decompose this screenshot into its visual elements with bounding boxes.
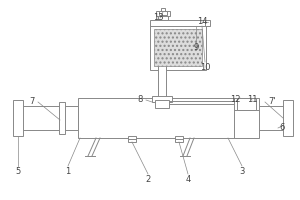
Text: 6: 6 xyxy=(279,123,285,132)
Bar xyxy=(150,20,206,26)
Bar xyxy=(283,100,293,136)
Bar xyxy=(59,102,65,134)
Bar xyxy=(161,8,165,12)
Text: 14: 14 xyxy=(197,18,207,26)
Text: 12: 12 xyxy=(230,96,240,104)
Text: 10: 10 xyxy=(200,64,210,72)
Bar xyxy=(150,24,206,70)
Text: 7: 7 xyxy=(29,98,35,106)
Bar xyxy=(205,20,210,26)
Text: 1: 1 xyxy=(65,168,70,176)
Bar xyxy=(128,136,136,142)
Text: 8: 8 xyxy=(137,96,143,104)
Text: 7': 7' xyxy=(268,98,276,106)
Text: 11: 11 xyxy=(247,96,257,104)
Text: 3: 3 xyxy=(239,168,245,176)
Bar xyxy=(234,98,259,138)
Bar xyxy=(175,136,183,142)
Bar xyxy=(159,11,167,15)
Text: 2: 2 xyxy=(146,176,151,184)
Text: 9: 9 xyxy=(194,44,199,52)
Text: 13: 13 xyxy=(153,14,163,22)
Bar xyxy=(152,96,172,102)
Bar xyxy=(236,106,284,130)
Bar xyxy=(22,106,78,130)
Bar xyxy=(156,11,170,16)
Text: 4: 4 xyxy=(185,176,190,184)
Text: 5: 5 xyxy=(15,168,21,176)
Bar xyxy=(155,100,169,108)
Bar xyxy=(13,100,23,136)
Bar xyxy=(237,98,256,110)
Bar xyxy=(158,14,168,20)
Bar xyxy=(154,29,202,66)
Bar xyxy=(78,98,236,138)
Bar xyxy=(158,48,166,98)
